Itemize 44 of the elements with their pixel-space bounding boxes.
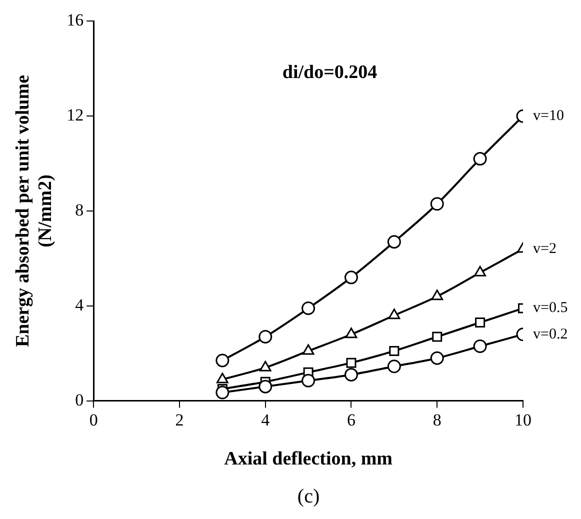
point bbox=[258, 330, 272, 344]
point bbox=[344, 368, 358, 382]
x-tick-label: 0 bbox=[89, 410, 98, 430]
point bbox=[430, 351, 444, 365]
point bbox=[346, 358, 356, 368]
y-tick-label: 0 bbox=[75, 390, 84, 410]
point bbox=[216, 372, 228, 384]
y-tick-label: 8 bbox=[75, 200, 84, 220]
point bbox=[344, 270, 358, 284]
point bbox=[345, 328, 358, 338]
y-tick-label: 16 bbox=[66, 10, 84, 30]
text: (c) bbox=[297, 485, 320, 508]
point bbox=[430, 197, 444, 211]
series-label: v=2 bbox=[533, 240, 556, 257]
series-label: v=0.2 bbox=[533, 326, 568, 342]
point bbox=[387, 360, 401, 374]
point bbox=[302, 344, 314, 355]
series-label: v=0.5 bbox=[533, 300, 568, 316]
x-tick-label: 6 bbox=[346, 410, 356, 430]
series-label: v=10 bbox=[533, 108, 564, 124]
point bbox=[387, 235, 401, 249]
point bbox=[258, 380, 272, 394]
x-axis-title: Axial deflection, mm bbox=[224, 448, 393, 470]
point bbox=[475, 318, 486, 328]
point bbox=[388, 308, 400, 320]
point bbox=[389, 346, 400, 356]
x-tick-label: 8 bbox=[432, 410, 442, 430]
point bbox=[302, 302, 316, 316]
point bbox=[216, 354, 230, 368]
point bbox=[431, 290, 444, 300]
point bbox=[302, 374, 316, 388]
point bbox=[473, 152, 487, 166]
point bbox=[473, 339, 487, 353]
point bbox=[216, 386, 230, 400]
y-axis-title: Energy absorbed per unit volume (N/mm2) bbox=[12, 74, 56, 348]
x-tick-label: 2 bbox=[175, 410, 184, 430]
x-tick-label: 4 bbox=[261, 410, 270, 430]
point bbox=[474, 266, 486, 276]
point bbox=[432, 332, 442, 342]
point bbox=[259, 360, 272, 372]
x-tick-label: 10 bbox=[514, 410, 532, 430]
y-tick-label: 12 bbox=[66, 106, 84, 125]
y-tick-label: 4 bbox=[75, 295, 84, 314]
text: di/do=0.204 bbox=[282, 62, 378, 84]
